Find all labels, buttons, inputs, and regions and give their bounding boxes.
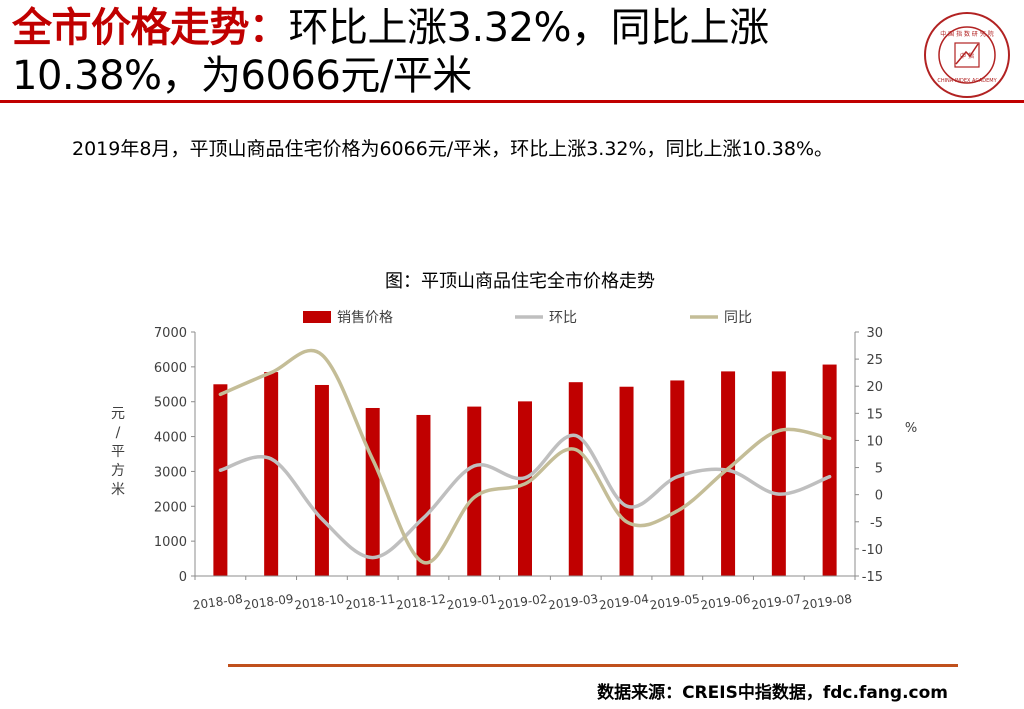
x-tick-label: 2019-07 [750,592,802,613]
bar-2018-08 [213,384,228,576]
headline: 全市价格走势：环比上涨3.32%，同比上涨10.38%，为6066元/平米 [12,4,892,100]
summary-text: 2019年8月，平顶山商品住宅价格为6066元/平米，环比上涨3.32%，同比上… [72,138,834,160]
bar-2019-07 [771,371,786,576]
left-tick-label: 1000 [154,535,187,550]
headline-accent: 全市价格走势： [12,5,289,51]
line-同比 [218,348,832,565]
right-tick-label: 15 [866,407,883,422]
x-tick-label: 2018-08 [192,592,244,613]
left-axis-label-char: / [116,425,121,441]
line-环比 [218,433,832,560]
right-axis: -15 -10 -5 0 5 10 15 20 25 30% [854,326,917,585]
right-tick-label: 0 [875,489,883,504]
legend-label-环比: 环比 [549,310,577,326]
bar-2019-01 [467,406,482,576]
right-tick-label: 25 [866,353,883,368]
x-tick-label: 2019-03 [547,592,599,613]
bar-2019-04 [619,386,634,576]
bar-2019-03 [568,382,583,576]
footer-divider [228,664,958,667]
left-axis-label-char: 米 [111,482,125,498]
left-axis-label-char: 平 [111,444,125,460]
left-tick-label: 3000 [154,465,187,480]
bar-2018-12 [416,414,431,576]
logo-bottom-text: CHINA INDEX ACADEMY [937,78,997,84]
line-series [218,348,832,565]
x-tick-label: 2018-12 [395,592,447,613]
logo-top-text: 中 国 指 数 研 究 院 [940,30,993,38]
right-tick-label: -15 [862,570,883,585]
bar-2018-09 [264,372,279,576]
right-tick-label: 30 [866,326,883,341]
left-tick-label: 5000 [154,396,187,411]
x-tick-label: 2019-06 [700,592,752,613]
right-tick-label: 20 [866,380,883,395]
bar-2018-11 [365,407,380,576]
china-index-academy-logo-icon: 中 国 指 数 研 究 院 中 指 CHINA INDEX ACADEMY [924,12,1010,98]
x-tick-label: 2018-09 [243,592,295,613]
chart-title: 图：平顶山商品住宅全市价格走势 [385,271,655,292]
left-tick-label: 6000 [154,361,187,376]
left-axis-label-char: 方 [111,463,125,479]
logo-center-text: 中 指 [960,52,974,60]
bar-2019-02 [518,401,532,576]
right-tick-label: -10 [862,543,883,558]
x-tick-label: 2018-11 [344,592,396,613]
x-tick-label: 2019-01 [446,592,498,613]
chart-legend: 销售价格 环比 同比 [303,310,752,326]
left-axis: 0 1000 2000 3000 4000 5000 6000 7000 元 / 平方米 [111,326,196,585]
right-tick-label: -5 [870,516,883,531]
right-axis-label: % [905,421,917,436]
right-tick-label: 10 [866,434,883,449]
x-tick-label: 2019-02 [497,592,549,613]
x-axis: 2018-08 2018-09 2018-10 2018-11 2018-12 2019-… [192,575,856,613]
header-divider [0,100,1024,103]
x-tick-label: 2019-08 [801,592,853,613]
right-tick-label: 5 [875,462,883,477]
bar-2019-06 [721,371,736,576]
bar-2019-08 [822,364,837,576]
x-tick-label: 2019-05 [649,592,701,613]
bar-2018-10 [314,384,329,576]
left-axis-label-char: 元 [111,406,125,422]
headline-rest: 环比上涨3.32%，同比上涨10.38%，为6066元/平米 [12,5,769,99]
x-tick-label: 2019-04 [598,592,650,613]
left-tick-label: 2000 [154,500,187,515]
legend-label-同比: 同比 [724,310,752,326]
left-tick-label: 0 [179,570,187,585]
left-tick-label: 4000 [154,431,187,446]
legend-label-销售价格: 销售价格 [337,310,393,326]
data-source: 数据来源：CREIS中指数据，fdc.fang.com [597,683,948,703]
x-tick-label: 2018-10 [294,592,346,613]
legend-swatch-销售价格 [303,311,331,323]
bar-series [213,364,837,576]
left-tick-label: 7000 [154,326,187,341]
